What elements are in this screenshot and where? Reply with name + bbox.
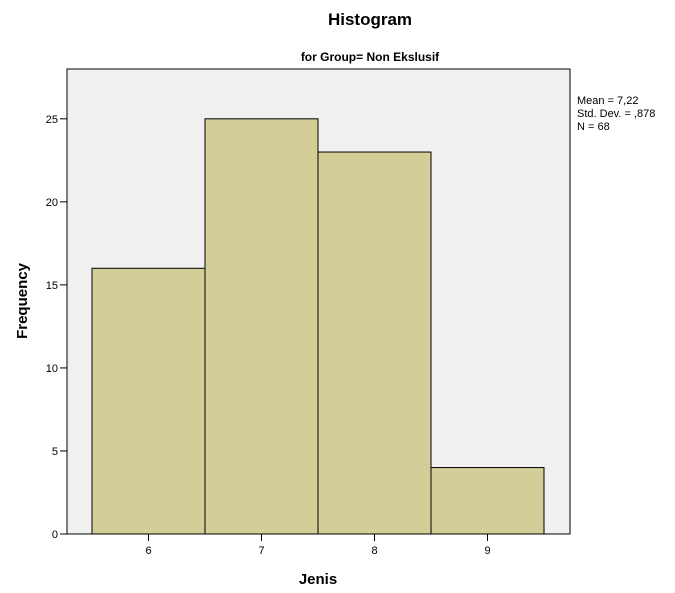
bar-9 — [430, 467, 545, 535]
stats-mean: Mean = 7,22 — [577, 95, 638, 107]
y-tick-label: 0 — [52, 529, 58, 541]
bar-7 — [204, 118, 319, 535]
y-tick-label: 15 — [46, 280, 58, 292]
x-tick-label: 8 — [371, 545, 377, 557]
x-axis-label: Jenis — [299, 571, 337, 588]
y-tick-label: 25 — [46, 114, 58, 126]
y-tick-label: 20 — [46, 197, 58, 209]
x-axis: 6 7 8 9 — [145, 534, 491, 557]
stats-box: Mean = 7,22 Std. Dev. = ,878 N = 68 — [577, 95, 655, 133]
y-tick-label: 10 — [46, 363, 58, 375]
x-tick-label: 6 — [145, 545, 151, 557]
stats-n: N = 68 — [577, 121, 610, 133]
x-tick-label: 9 — [484, 545, 490, 557]
chart-title: Histogram — [328, 10, 412, 29]
y-axis-label: Frequency — [14, 262, 31, 339]
bar-6 — [91, 267, 206, 535]
bar-8 — [317, 151, 432, 535]
y-axis: 0 5 10 15 20 25 — [46, 69, 68, 541]
y-tick-label: 5 — [52, 446, 58, 458]
stats-std-dev: Std. Dev. = ,878 — [577, 108, 655, 120]
chart-subtitle: for Group= Non Ekslusif — [301, 50, 440, 64]
x-tick-label: 7 — [258, 545, 264, 557]
bars — [91, 118, 545, 535]
